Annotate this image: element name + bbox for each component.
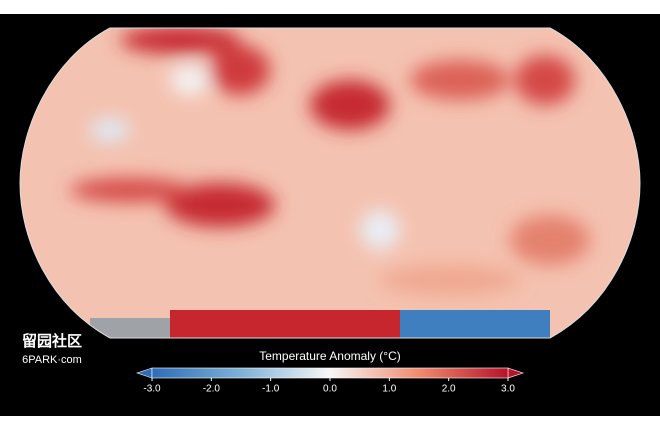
tick-label: 0.0 — [323, 384, 337, 395]
tick-label: 2.0 — [442, 384, 456, 395]
tick-label: 1.0 — [382, 384, 396, 395]
watermark-site: 6PARK·com — [22, 354, 82, 366]
colorbar: -3.0 -2.0 -1.0 0.0 1.0 2.0 3.0 — [136, 367, 524, 395]
tick-label: -1.0 — [262, 384, 280, 395]
tick-label: -3.0 — [143, 384, 161, 395]
map — [20, 28, 640, 338]
colorbar-title: Temperature Anomaly (°C) — [259, 349, 401, 363]
map-outline — [19, 27, 641, 339]
tick-label: 3.0 — [501, 384, 515, 395]
tick-label: -2.0 — [203, 384, 221, 395]
watermark-name: 留园社区 — [22, 332, 82, 350]
colorbar-bar — [151, 367, 509, 379]
